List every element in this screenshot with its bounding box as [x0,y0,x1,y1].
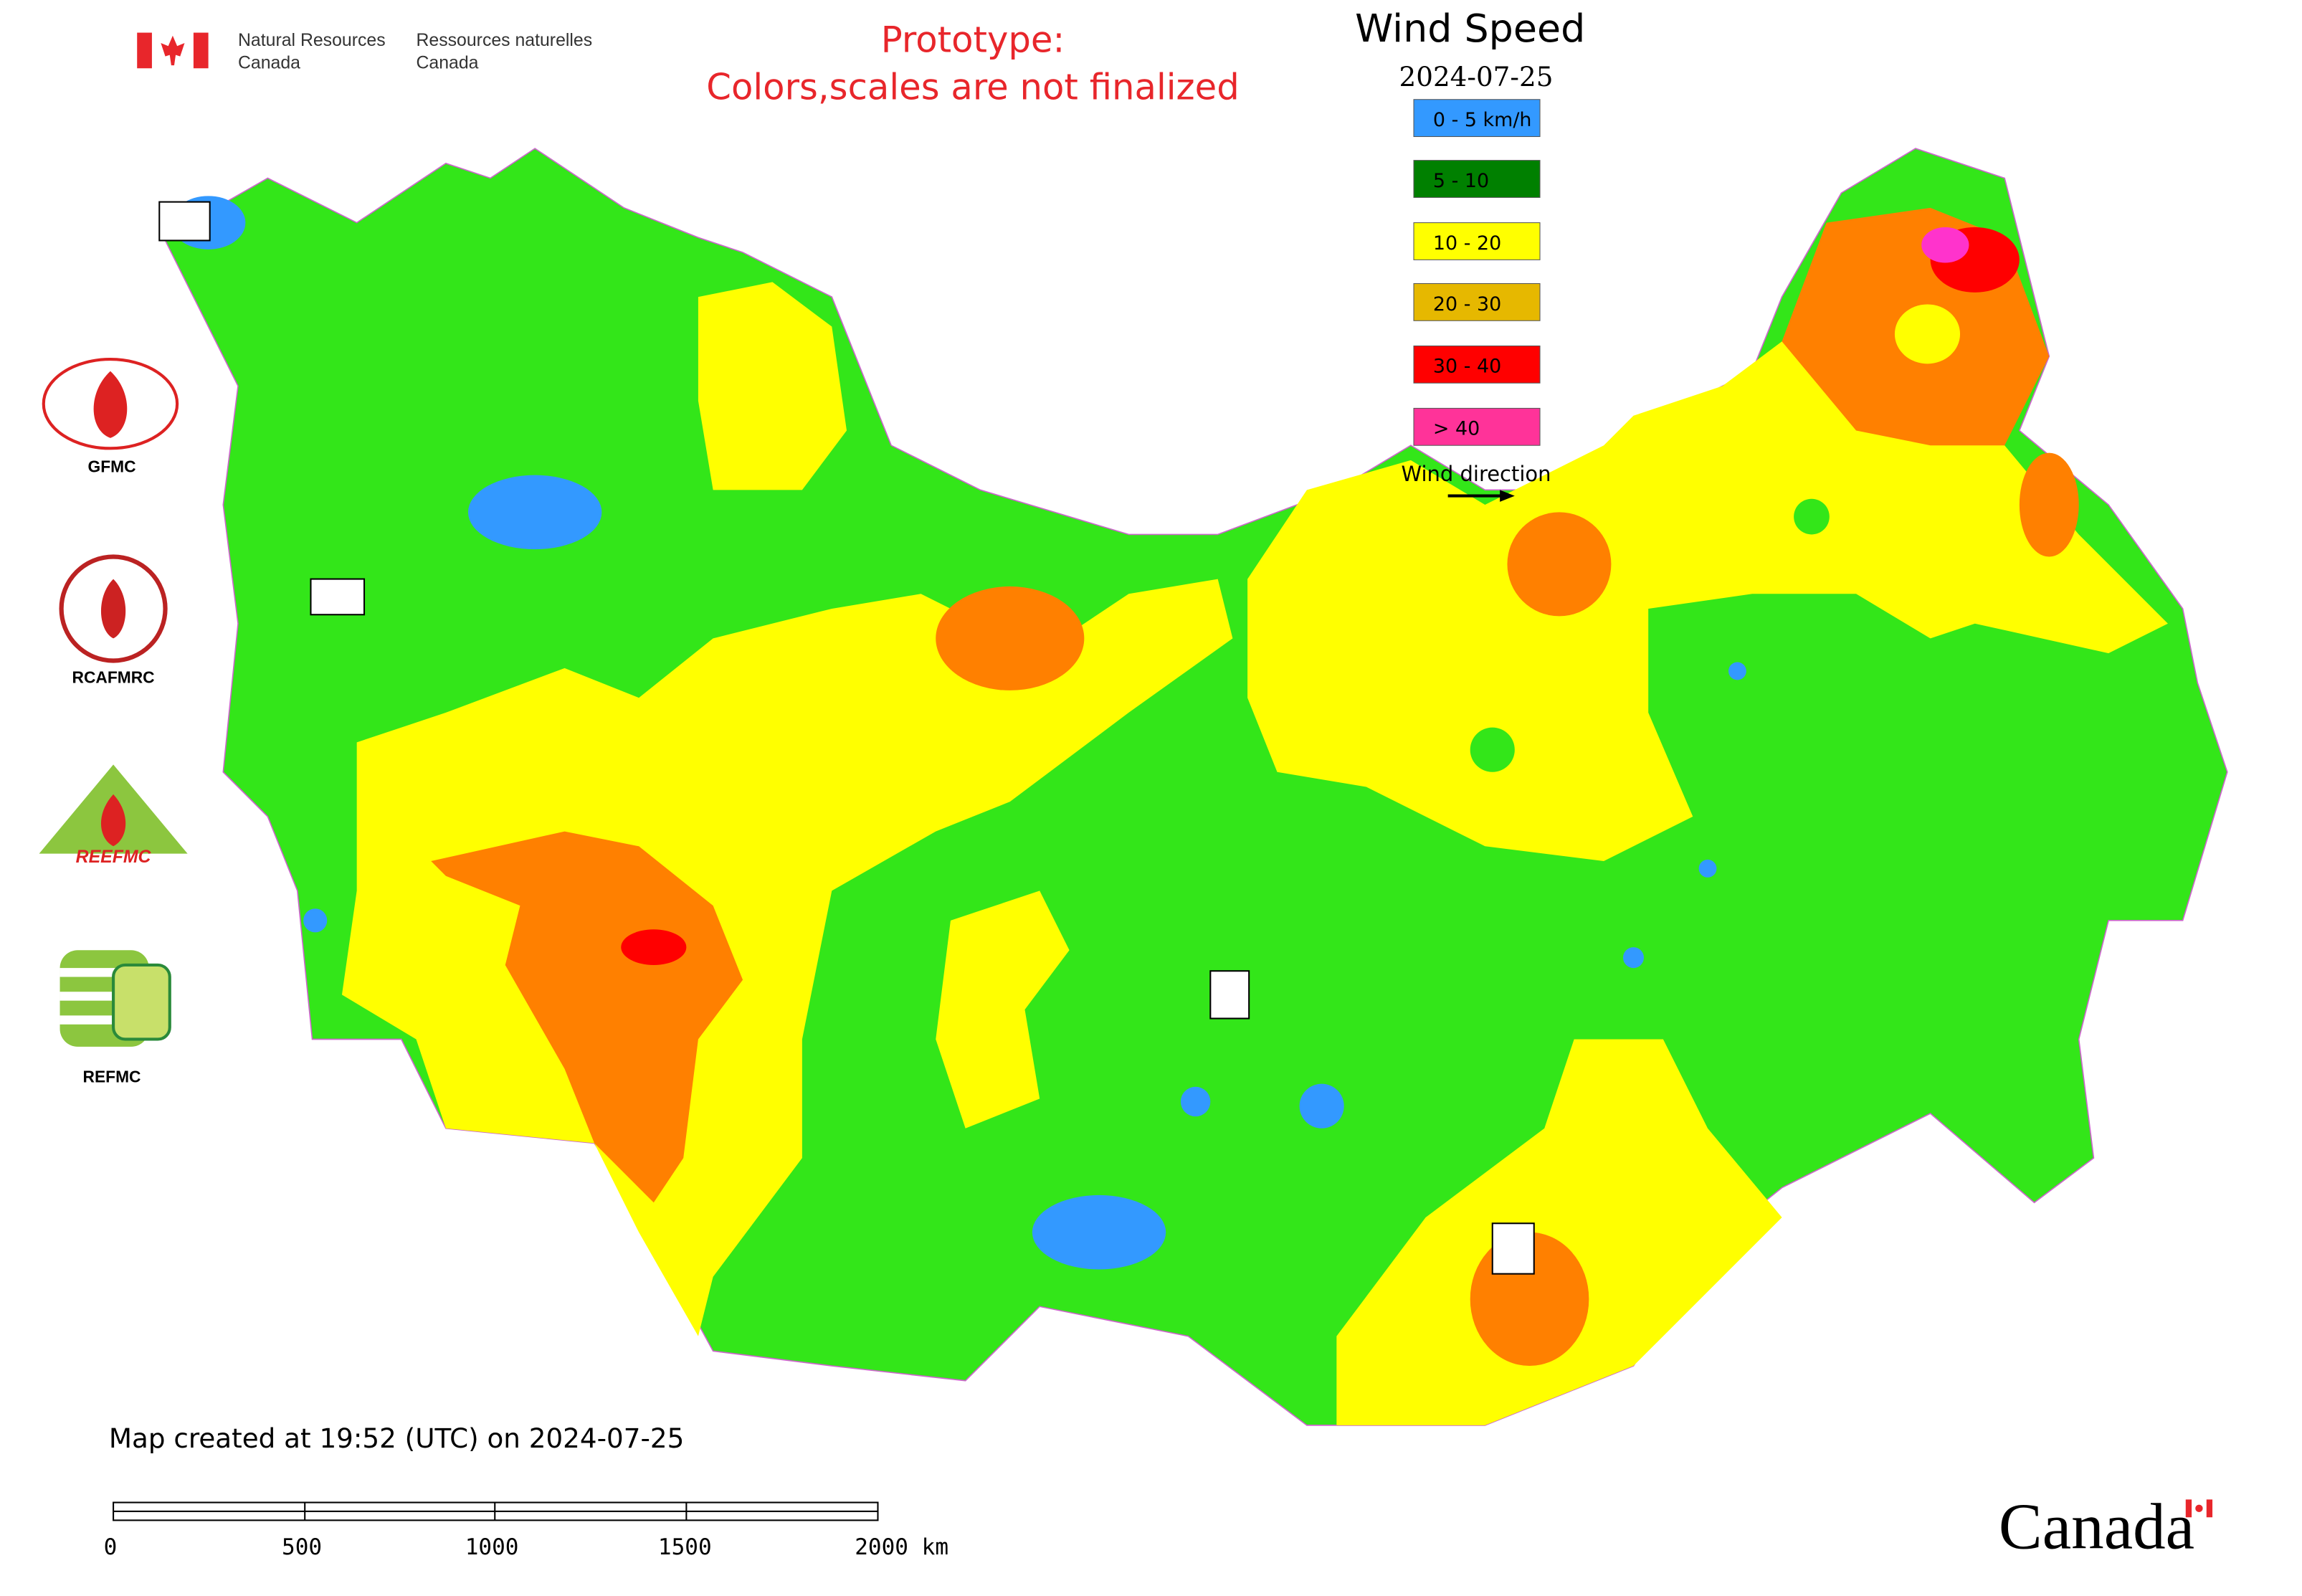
legend-swatch [1413,99,1541,138]
legend: Wind Speed 2024-07-25 Wind direction 0 -… [1355,6,1585,502]
region-yellow-ne [1247,341,2168,862]
legend-swatch [1413,345,1541,384]
canada-flag [137,32,209,69]
scale-label: 500 [282,1534,322,1560]
agency-fr: Ressources naturelles [417,31,593,50]
scale-label: 1000 [465,1534,519,1560]
logo-label: RCAFMRC [72,668,155,687]
logo-label: REFMC [83,1068,141,1086]
region-blue [1698,859,1717,878]
legend-label: > 40 [1433,418,1480,440]
region-blue [1032,1194,1166,1270]
reefmc-logo [39,764,188,854]
notice: Colors,scales are not finalized [706,67,1239,108]
map-marker [1209,970,1250,1020]
legend-date: 2024-07-25 [1399,61,1554,92]
region-orange [2019,452,2079,557]
legend-swatch [1413,282,1541,321]
scale-labels: 0 500 1000 1500 2000 km [104,1534,948,1560]
legend-swatch [1413,407,1541,446]
canada-wordmark: Canada [1999,1491,2194,1563]
scale-label: 0 [104,1534,118,1560]
region-yellow [341,579,1233,1336]
region-yellow-n [698,282,847,490]
region-yellow-se [1336,1039,1782,1425]
region-yellow-c [936,890,1070,1129]
region-red [621,929,687,965]
legend-label: 30 - 40 [1433,356,1501,378]
legend-title: Wind Speed [1355,6,1585,51]
legend-label: 20 - 30 [1433,293,1501,315]
refmc-logo [60,950,171,1047]
direction-arrow [1447,490,1515,502]
region-blue [1622,947,1644,969]
map-marker [158,201,211,242]
agency-fr: Canada [417,53,479,72]
legend-label: 5 - 10 [1433,170,1489,192]
notice: Prototype: [881,19,1065,60]
scale-label: 2000 km [855,1534,948,1560]
map-marker [310,578,366,616]
agency-en: Canada [238,53,300,72]
created-note: Map created at 19:52 (UTC) on 2024-07-25 [109,1422,684,1454]
map-marker [1491,1222,1535,1275]
logo-text: REEFMC [76,847,152,867]
region-yellow-spot [1894,304,1961,364]
agency-en: Natural Resources [238,31,386,50]
wordmark-flag [2185,1499,2213,1518]
scale-bar [113,1501,879,1521]
region-blue [1180,1086,1211,1117]
region-green [1794,498,1830,535]
region-orange [1507,512,1612,617]
legend-direction: Wind direction [1401,462,1551,486]
region-orange [431,831,743,1203]
scale-label: 1500 [658,1534,712,1560]
region-magenta [1921,227,1969,263]
gfmc-logo [42,358,179,450]
legend-label: 0 - 5 km/h [1433,109,1532,131]
logo-label: GFMC [87,457,135,475]
region-orange [936,586,1085,690]
legend-swatch [1413,222,1541,260]
wind-map [163,148,2228,1426]
region-blue [467,475,602,550]
legend-label: 10 - 20 [1433,232,1501,255]
region-blue [1299,1083,1344,1129]
region-blue [303,908,328,933]
region-blue [1728,662,1746,680]
region-green [1470,727,1515,772]
rcafmrc-logo [59,554,168,663]
legend-swatch [1413,160,1541,198]
